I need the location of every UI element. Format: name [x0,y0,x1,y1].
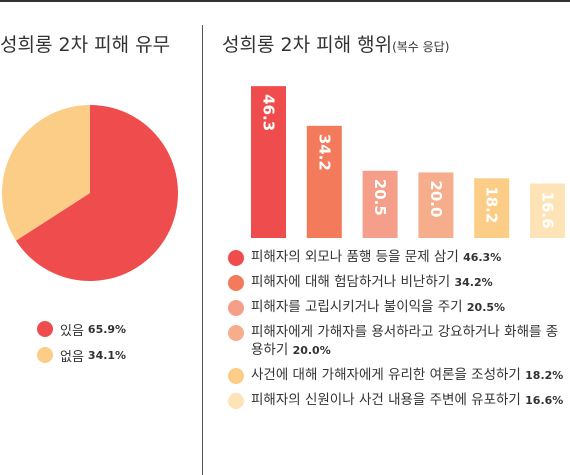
bar-legend-dot-2 [228,275,244,291]
bar-legend-label-6: 피해자의 신원이나 사건 내용을 주변에 유포하기 [251,392,526,408]
bar-legend-dot-1 [228,250,244,266]
bar-legend-value-6: 16.6% [525,394,564,407]
bar-legend-value-5: 18.2% [525,369,564,382]
bar-legend-dot-5 [228,368,244,384]
pie-legend: 있음 65.9% 없음 34.1% [37,316,126,368]
top-rule [0,0,570,2]
legend-dot-yes [37,321,53,337]
panel-divider [202,25,203,475]
bar-legend-value-2: 34.2% [454,276,493,289]
bar-legend-value-4: 20.0% [292,344,331,357]
bar-value-label-2: 34.2 [315,134,333,171]
bar-legend-text-4: 피해자에게 가해자를 용서하라고 강요하거나 화해를 종용하기 20.0% [251,323,570,360]
pie-slice-no [1,105,90,241]
bar-chart-title: 성희롱 2차 피해 행위(복수 응답) [222,30,449,57]
legend-label-no: 없음 [60,349,84,365]
bar-chart-title-note: (복수 응답) [392,40,450,54]
bar-value-label-6: 16.6 [539,192,557,229]
bar-legend-item-1: 피해자의 외모나 품행 등을 문제 삼기 46.3% [228,248,570,267]
legend-dot-no [37,347,53,363]
bar-legend-item-6: 피해자의 신원이나 사건 내용을 주변에 유포하기 16.6% [228,391,570,410]
bar-chart-title-main: 성희롱 2차 피해 행위 [222,34,393,56]
bar-legend-text-6: 피해자의 신원이나 사건 내용을 주변에 유포하기 16.6% [251,391,563,410]
bar-legend-text-3: 피해자를 고립시키거나 불이익을 주기 20.5% [251,298,505,317]
bar-legend-dot-4 [228,325,244,341]
bar-legend-item-2: 피해자에 대해 험담하거나 비난하기 34.2% [228,273,570,292]
bar-2 [306,125,342,238]
pie-legend-item: 있음 65.9% [37,316,126,342]
bar-6 [530,183,565,238]
bar-5 [474,178,510,238]
bar-legend-text-5: 사건에 대해 가해자에게 유리한 여론을 조성하기 18.2% [251,366,563,385]
legend-value-no: 34.1% [87,348,127,362]
bar-value-label-4: 20.0 [427,180,445,217]
bar-legend-value-1: 46.3% [463,251,502,264]
bar-legend-label-5: 사건에 대해 가해자에게 유리한 여론을 조성하기 [251,367,526,383]
bar-legend-dot-6 [228,393,244,409]
legend-value-yes: 65.9% [87,322,127,336]
bar-legend-label-3: 피해자를 고립시키거나 불이익을 주기 [251,299,467,315]
bar-legend: 피해자의 외모나 품행 등을 문제 삼기 46.3% 피해자에 대해 험담하거나 … [228,248,570,416]
bar-legend-label-2: 피해자에 대해 험담하거나 비난하기 [251,274,455,290]
pie-slice-yes [15,105,178,281]
bar-value-label-1: 46.3 [260,94,278,131]
bar-chart: 46.3 34.2 20.5 20.0 18.2 16.6 [251,86,565,238]
bar-3 [362,170,398,238]
bar-legend-text-2: 피해자에 대해 험담하거나 비난하기 34.2% [251,273,493,292]
legend-label-yes: 있음 [60,323,84,339]
pie-legend-item: 없음 34.1% [37,342,126,368]
bar-legend-item-3: 피해자를 고립시키거나 불이익을 주기 20.5% [228,298,570,317]
bar-4 [418,172,454,238]
bar-legend-value-3: 20.5% [466,301,506,314]
bar-value-label-5: 18.2 [483,186,501,223]
bar-1 [251,86,286,238]
bar-legend-text-1: 피해자의 외모나 품행 등을 문제 삼기 46.3% [251,248,501,267]
bar-legend-dot-3 [228,300,244,316]
bar-value-label-3: 20.5 [371,179,389,216]
pie-chart [1,105,178,281]
pie-chart-title: 성희롱 2차 피해 유무 [0,34,171,56]
bar-legend-label-4: 피해자에게 가해자를 용서하라고 강요하거나 화해를 종용하기 [251,324,559,358]
bar-legend-item-5: 사건에 대해 가해자에게 유리한 여론을 조성하기 18.2% [228,366,570,385]
bar-legend-item-4: 피해자에게 가해자를 용서하라고 강요하거나 화해를 종용하기 20.0% [228,323,570,360]
bar-legend-label-1: 피해자의 외모나 품행 등을 문제 삼기 [251,249,464,265]
